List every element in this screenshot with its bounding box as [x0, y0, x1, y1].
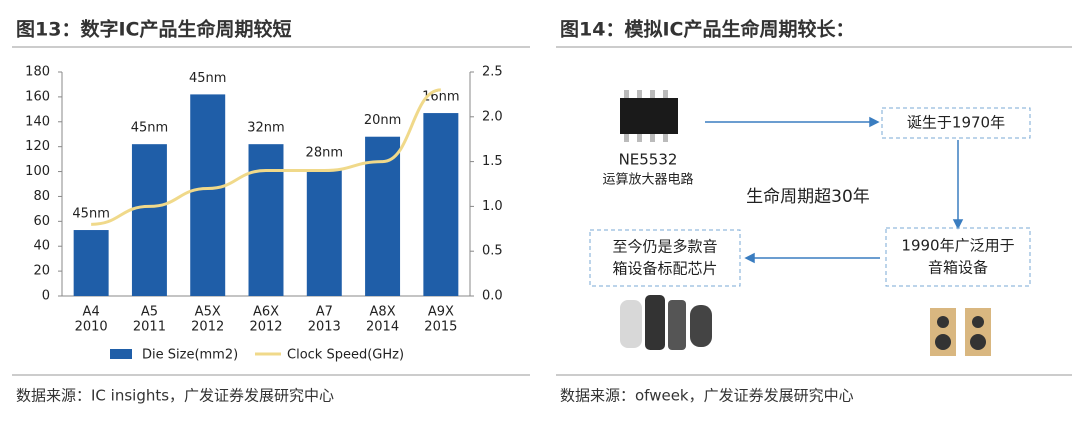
- box-text: 1990年广泛用于: [901, 237, 1014, 255]
- right-heading: 图14：模拟IC产品生命周期较长：: [560, 18, 854, 41]
- y-tick-label: 40: [33, 239, 50, 254]
- bar: [190, 94, 226, 297]
- y-tick-label: 140: [25, 114, 50, 129]
- y-tick-label: 180: [25, 65, 50, 80]
- process-label: 28nm: [306, 146, 343, 161]
- x-tick-label: A9X: [428, 305, 454, 320]
- box-text: 至今仍是多款音: [612, 238, 717, 256]
- x-tick-label: A5: [141, 305, 158, 320]
- legend-swatch: [110, 349, 132, 359]
- y-tick-label: 0: [42, 289, 50, 304]
- arrows: [705, 116, 964, 264]
- x-tick-label: 2012: [191, 320, 224, 335]
- y2-tick-label: 0.5: [482, 244, 503, 259]
- center-text: 生命周期超30年: [746, 187, 870, 207]
- x-tick-label: A4: [83, 305, 100, 320]
- x-tick-label: A8X: [370, 305, 396, 320]
- y-tick-label: 80: [33, 189, 50, 204]
- x-tick-label: 2010: [75, 320, 108, 335]
- bar: [73, 230, 109, 296]
- x-tick-label: A5X: [195, 305, 221, 320]
- x-tick-label: A7: [316, 305, 333, 320]
- right-source: 数据来源：ofweek，广发证券发展研究中心: [560, 387, 854, 405]
- y-tick-label: 60: [33, 214, 50, 229]
- bar: [306, 169, 342, 296]
- y-tick-label: 20: [33, 264, 50, 279]
- process-label: 32nm: [247, 121, 284, 136]
- bar: [131, 144, 167, 296]
- box-text: 音箱设备: [928, 259, 988, 277]
- y-tick-label: 160: [25, 89, 50, 104]
- process-label: 45nm: [131, 121, 168, 136]
- process-label: 20nm: [364, 113, 401, 128]
- y2-tick-label: 2.0: [482, 109, 503, 124]
- chip-name: NE5532: [619, 151, 678, 169]
- process-label: 45nm: [189, 71, 226, 86]
- left-heading: 图13：数字IC产品生命周期较短: [16, 18, 291, 41]
- process-label: 45nm: [72, 207, 109, 222]
- x-tick-label: 2014: [366, 320, 399, 335]
- x-tick-label: A6X: [253, 305, 279, 320]
- y-tick-label: 100: [25, 164, 50, 179]
- chip-desc: 运算放大器电路: [602, 172, 693, 188]
- bar: [423, 113, 459, 296]
- legend-label: Clock Speed(GHz): [287, 348, 404, 363]
- y2-tick-label: 1.5: [482, 154, 503, 169]
- bar: [248, 144, 284, 296]
- y2-tick-label: 2.5: [482, 65, 503, 80]
- box-text: 箱设备标配芯片: [612, 260, 717, 278]
- x-tick-label: 2015: [424, 320, 457, 335]
- y2-tick-label: 1.0: [482, 199, 503, 214]
- y2-tick-label: 0.0: [482, 289, 503, 304]
- speaker-icons: [620, 295, 991, 356]
- y-tick-label: 120: [25, 139, 50, 154]
- box-text: 诞生于1970年: [907, 114, 1005, 132]
- left-source: 数据来源：IC insights，广发证券发展研究中心: [16, 387, 334, 405]
- boxes: [589, 107, 1031, 287]
- legend-label: Die Size(mm2): [142, 348, 238, 363]
- x-tick-label: 2013: [308, 320, 341, 335]
- line: [91, 88, 442, 226]
- x-tick-label: 2011: [133, 320, 166, 335]
- x-tick-label: 2012: [249, 320, 282, 335]
- chip-icon: [620, 90, 678, 142]
